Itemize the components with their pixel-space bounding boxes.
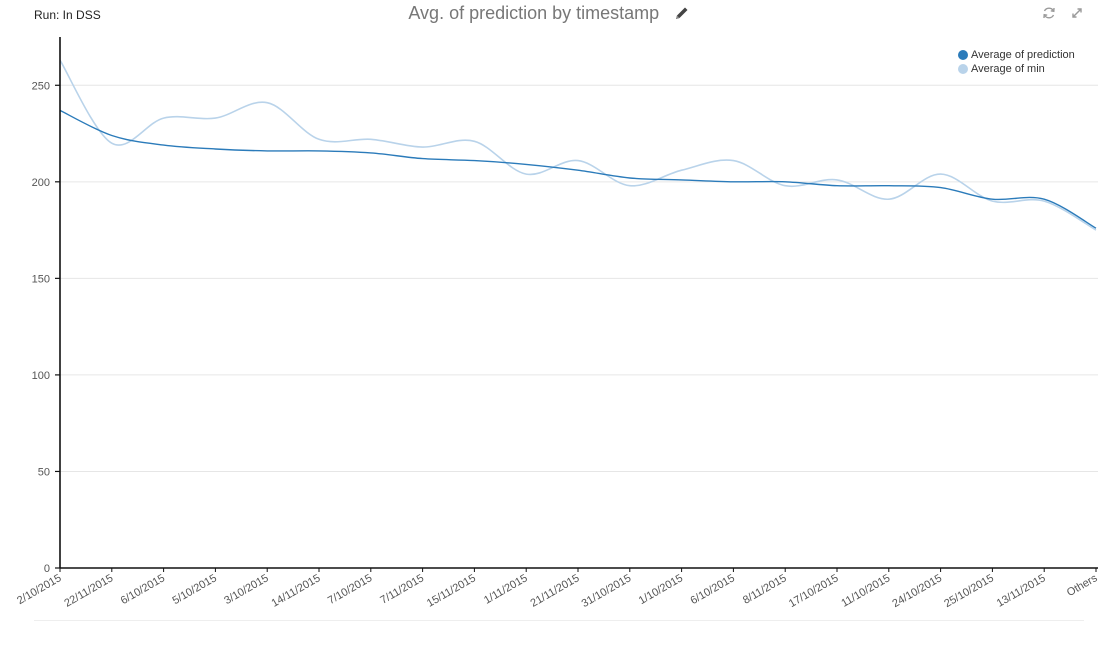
y-tick-label: 50 bbox=[38, 466, 50, 478]
x-tick-label: 15/11/2015 bbox=[425, 572, 478, 610]
data-point-prediction[interactable] bbox=[316, 148, 322, 154]
series-line-prediction[interactable] bbox=[59, 109, 1097, 229]
x-tick-label: 3/10/2015 bbox=[222, 572, 270, 607]
data-point-prediction[interactable] bbox=[782, 179, 788, 185]
x-tick-label: 25/10/2015 bbox=[942, 572, 996, 610]
data-point-prediction[interactable] bbox=[627, 175, 633, 181]
x-tick-label: 22/11/2015 bbox=[62, 572, 115, 610]
data-point-prediction[interactable] bbox=[109, 132, 115, 138]
data-point-min[interactable] bbox=[420, 144, 426, 150]
legend-item-min[interactable]: Average of min bbox=[958, 62, 1075, 76]
y-tick-label: 250 bbox=[32, 80, 50, 92]
x-tick-label: 17/10/2015 bbox=[787, 572, 841, 610]
y-tick-label: 0 bbox=[44, 563, 50, 575]
data-point-min[interactable] bbox=[730, 158, 736, 164]
data-point-prediction[interactable] bbox=[575, 167, 581, 173]
data-point-prediction[interactable] bbox=[834, 183, 840, 189]
bottom-divider bbox=[34, 620, 1084, 621]
grid-layer bbox=[60, 84, 1098, 472]
data-point-min[interactable] bbox=[575, 158, 581, 164]
data-point-min[interactable] bbox=[368, 136, 374, 142]
y-tick-label: 150 bbox=[32, 273, 50, 285]
x-tick-label: 31/10/2015 bbox=[580, 572, 634, 610]
data-point-min[interactable] bbox=[679, 167, 685, 173]
data-point-min[interactable] bbox=[161, 115, 167, 121]
data-point-prediction[interactable] bbox=[523, 161, 529, 167]
expand-icon[interactable] bbox=[1070, 6, 1084, 25]
data-point-min[interactable] bbox=[471, 138, 477, 144]
data-point-min[interactable] bbox=[109, 140, 115, 146]
x-tick-label: 5/10/2015 bbox=[171, 572, 219, 607]
data-point-min[interactable] bbox=[316, 136, 322, 142]
data-point-min[interactable] bbox=[886, 196, 892, 202]
x-tick-label: 14/11/2015 bbox=[270, 572, 323, 610]
x-tick-label: 13/11/2015 bbox=[995, 572, 1048, 610]
x-tick-label: 7/10/2015 bbox=[326, 572, 374, 607]
x-tick-label: 8/11/2015 bbox=[741, 572, 789, 606]
data-point-prediction[interactable] bbox=[938, 185, 944, 191]
y-tick-label: 100 bbox=[32, 370, 50, 382]
data-point-prediction[interactable] bbox=[212, 146, 218, 152]
legend-swatch-prediction bbox=[958, 50, 968, 60]
x-tick-label: 7/11/2015 bbox=[378, 572, 426, 606]
chart-title: Avg. of prediction by timestamp bbox=[408, 3, 660, 23]
data-point-prediction[interactable] bbox=[1041, 196, 1047, 202]
x-tick-label: Others bbox=[1065, 572, 1098, 599]
data-point-min[interactable] bbox=[212, 115, 218, 121]
data-point-prediction[interactable] bbox=[886, 183, 892, 189]
data-point-min[interactable] bbox=[834, 177, 840, 183]
x-tick-label: 1/11/2015 bbox=[482, 572, 530, 606]
legend-label-min: Average of min bbox=[971, 63, 1045, 75]
run-label: Run: In DSS bbox=[34, 8, 101, 22]
data-point-prediction[interactable] bbox=[989, 196, 995, 202]
x-tick-label: 1/10/2015 bbox=[637, 572, 685, 607]
legend-item-prediction[interactable]: Average of prediction bbox=[958, 48, 1075, 62]
x-tick-label: 6/10/2015 bbox=[689, 572, 737, 607]
x-tick-label: 2/10/2015 bbox=[15, 572, 63, 607]
x-tick-label: 24/10/2015 bbox=[890, 572, 944, 610]
pencil-icon[interactable] bbox=[674, 5, 690, 26]
data-point-min[interactable] bbox=[627, 183, 633, 189]
legend-label-prediction: Average of prediction bbox=[971, 49, 1075, 61]
series-layer bbox=[59, 59, 1097, 231]
data-point-min[interactable] bbox=[523, 171, 529, 177]
legend-swatch-min bbox=[958, 64, 968, 74]
data-point-prediction[interactable] bbox=[679, 177, 685, 183]
series-line-min[interactable] bbox=[59, 59, 1097, 231]
x-tick-label: 6/10/2015 bbox=[119, 572, 167, 607]
x-tick-label: 21/11/2015 bbox=[529, 572, 582, 610]
data-point-prediction[interactable] bbox=[471, 158, 477, 164]
data-point-prediction[interactable] bbox=[730, 179, 736, 185]
data-point-prediction[interactable] bbox=[161, 142, 167, 148]
y-tick-label: 200 bbox=[32, 177, 50, 189]
chart-legend: Average of prediction Average of min bbox=[958, 48, 1075, 76]
data-point-prediction[interactable] bbox=[264, 148, 270, 154]
data-point-min[interactable] bbox=[264, 100, 270, 106]
refresh-icon[interactable] bbox=[1042, 6, 1056, 25]
data-point-min[interactable] bbox=[938, 171, 944, 177]
data-point-prediction[interactable] bbox=[420, 156, 426, 162]
data-point-prediction[interactable] bbox=[368, 150, 374, 156]
x-tick-label: 11/10/2015 bbox=[839, 572, 892, 610]
